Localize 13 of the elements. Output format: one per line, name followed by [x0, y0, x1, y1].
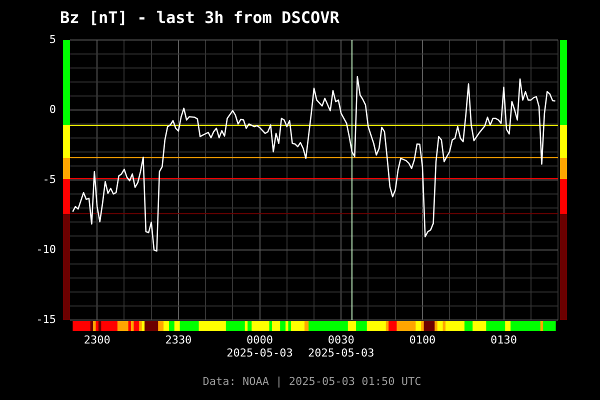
x-tick-label: 0100 — [409, 333, 436, 346]
y-tick-label: 0 — [49, 102, 56, 116]
x-tick-label: 2300 — [84, 333, 110, 346]
text: Data: NOAA | 2025-05-03 01:50 UTC — [202, 374, 422, 388]
x-tick-label: 2330 — [165, 333, 192, 346]
y-tick-label: 5 — [49, 32, 56, 46]
x-tick-label: 0130 — [490, 333, 518, 346]
chart-title: Bz [nT] - last 3h from DSCOVR — [60, 8, 340, 28]
x-tick-label: 0000 2025-05-03 — [226, 333, 293, 360]
y-tick-label: -5 — [42, 172, 56, 186]
y-tick-label: -10 — [36, 242, 56, 256]
y-tick-label: -15 — [36, 312, 56, 326]
x-tick-label: 0030 2025-05-03 — [308, 333, 374, 360]
